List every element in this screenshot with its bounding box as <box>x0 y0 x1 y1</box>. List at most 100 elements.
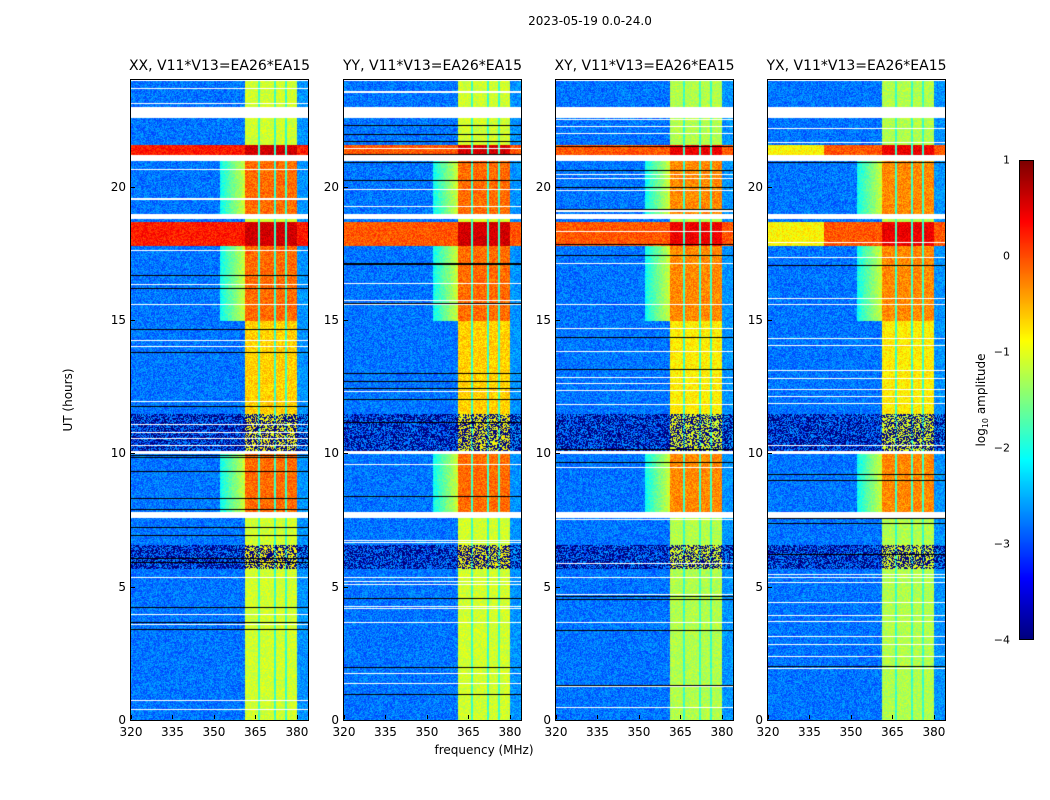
x-tick-label: 380 <box>285 725 309 739</box>
x-tick-label: 380 <box>922 725 946 739</box>
x-tick-mark <box>597 715 599 719</box>
y-tick-label: 15 <box>747 313 763 327</box>
y-tick-mark <box>344 586 348 588</box>
y-tick-label: 20 <box>323 179 339 194</box>
x-tick-label: 350 <box>627 725 651 739</box>
panel-xy: XY, V11*V13=EA26*EA15 320 335 350 365 380 0 5 1… <box>536 58 735 739</box>
x-tick-label: 365 <box>669 725 692 739</box>
panel-yy: YY, V11*V13=EA26*EA15 320 335 350 365 380 0 5 1… <box>324 58 522 739</box>
y-tick-label: 5 <box>755 579 763 594</box>
x-tick-label: 380 <box>498 725 522 739</box>
panel-title: XY, V11*V13=EA26*EA15 <box>554 58 735 74</box>
y-axis-label: UT (hours) <box>61 368 75 432</box>
colorbar-tick-label: −3 <box>993 537 1010 551</box>
colorbar-tick-label: −4 <box>993 633 1010 647</box>
y-tick-label: 15 <box>110 313 126 327</box>
panel-yx: YX, V11*V13=EA26*EA15 320 335 350 365 380 0 5 1… <box>748 58 947 739</box>
colorbar-tick-label: −2 <box>993 441 1010 455</box>
figure-title: 2023-05-19 0.0-24.0 <box>528 14 652 28</box>
x-tick-mark <box>850 715 852 719</box>
x-tick-label: 365 <box>881 725 904 739</box>
y-tick-mark <box>344 720 348 721</box>
colorbar-label: log10 amplitude <box>973 353 991 447</box>
y-tick-mark <box>556 320 560 321</box>
y-tick-label: 10 <box>747 446 763 461</box>
y-tick-label: 15 <box>323 313 339 327</box>
x-tick-mark <box>509 715 511 719</box>
heatmap-xy <box>556 80 733 720</box>
y-tick-mark <box>768 453 772 455</box>
y-tick-mark <box>344 320 348 321</box>
y-tick-label: 10 <box>110 446 126 461</box>
x-tick-label: 320 <box>119 725 143 739</box>
heatmap-yy <box>344 80 521 720</box>
panel-title: YY, V11*V13=EA26*EA15 <box>343 58 522 74</box>
panel-title: XX, V11*V13=EA26*EA15 <box>128 58 311 74</box>
heatmap-yx <box>768 80 945 720</box>
y-tick-label: 20 <box>535 179 551 194</box>
x-tick-mark <box>468 715 470 719</box>
x-tick-label: 350 <box>202 725 226 739</box>
y-tick-mark <box>768 320 772 321</box>
y-tick-mark <box>768 586 772 588</box>
x-tick-mark <box>556 715 557 719</box>
y-tick-label: 10 <box>535 446 551 461</box>
x-tick-label: 335 <box>374 725 397 739</box>
x-tick-mark <box>131 715 132 719</box>
x-tick-label: 365 <box>457 725 480 739</box>
x-tick-mark <box>426 715 428 719</box>
y-tick-label: 5 <box>331 579 339 594</box>
x-tick-mark <box>385 715 387 719</box>
y-tick-mark <box>131 453 135 455</box>
y-tick-mark <box>556 720 560 721</box>
x-tick-mark <box>721 715 723 719</box>
x-tick-mark <box>768 715 769 719</box>
colorbar-tick-label: 1 <box>1003 153 1010 167</box>
x-tick-label: 320 <box>756 725 780 739</box>
y-tick-mark <box>556 453 560 455</box>
y-tick-label: 0 <box>543 713 551 727</box>
colorbar-gradient <box>1020 161 1033 639</box>
x-tick-label: 350 <box>839 725 863 739</box>
panel-xx: XX, V11*V13=EA26*EA15 320 335 350 365 380 0 5 1… <box>111 58 310 739</box>
y-tick-mark <box>131 586 135 588</box>
y-tick-mark <box>344 453 348 455</box>
y-tick-mark <box>344 186 348 188</box>
x-tick-mark <box>344 715 345 719</box>
panel-title: YX, V11*V13=EA26*EA15 <box>766 58 947 74</box>
colorbar-tick-label: −1 <box>993 345 1010 359</box>
y-tick-label: 0 <box>118 713 126 727</box>
y-tick-mark <box>131 320 135 321</box>
y-tick-mark <box>131 186 135 188</box>
x-tick-label: 335 <box>798 725 821 739</box>
x-tick-mark <box>809 715 811 719</box>
x-tick-mark <box>296 715 298 719</box>
x-tick-mark <box>933 715 935 719</box>
x-tick-label: 320 <box>332 725 356 739</box>
heatmap-xx <box>131 80 308 720</box>
y-tick-mark <box>768 186 772 188</box>
y-tick-mark <box>768 720 772 721</box>
x-tick-label: 335 <box>586 725 609 739</box>
x-tick-mark <box>172 715 174 719</box>
y-tick-label: 0 <box>331 713 339 727</box>
x-tick-label: 380 <box>710 725 734 739</box>
y-tick-label: 20 <box>747 179 763 194</box>
x-tick-mark <box>680 715 682 719</box>
x-tick-mark <box>213 715 215 719</box>
x-tick-mark <box>255 715 257 719</box>
x-axis-label: frequency (MHz) <box>434 743 534 757</box>
y-tick-mark <box>556 186 560 188</box>
y-tick-label: 15 <box>535 313 551 327</box>
y-tick-label: 10 <box>323 446 339 461</box>
x-tick-mark <box>892 715 894 719</box>
colorbar-tick-label: 0 <box>1003 249 1010 263</box>
colorbar <box>1019 160 1034 640</box>
x-tick-label: 365 <box>244 725 267 739</box>
x-tick-label: 350 <box>415 725 439 739</box>
y-tick-mark <box>131 720 135 721</box>
y-tick-label: 5 <box>543 579 551 594</box>
x-tick-label: 335 <box>161 725 184 739</box>
x-tick-mark <box>638 715 640 719</box>
y-tick-label: 5 <box>118 579 126 594</box>
